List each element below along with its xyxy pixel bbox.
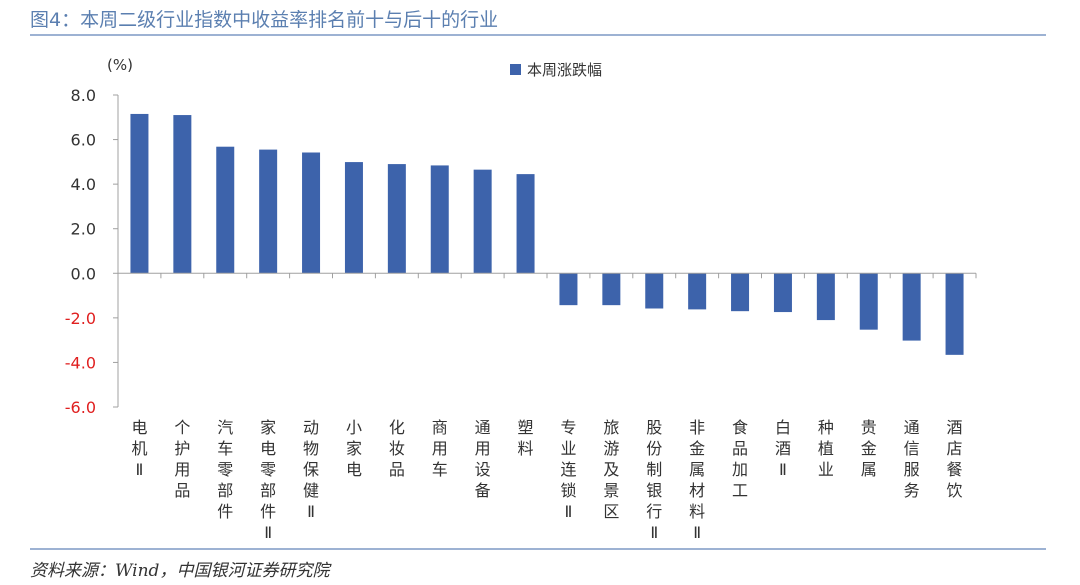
legend: 本周涨跌幅 [510,61,602,79]
legend-label: 本周涨跌幅 [527,61,602,79]
x-category-label: 商用车 [432,418,448,479]
x-category-label: 旅游及景区 [603,418,619,521]
bar [816,273,835,321]
bar [688,273,707,310]
bar [216,146,235,274]
x-category-label: 种植业 [818,418,834,479]
bar [302,152,321,274]
bar [602,273,621,306]
x-category-label: 通信服务 [904,418,920,500]
x-category-label: 小家电 [346,418,362,479]
bar-chart: 本周涨跌幅 (%) 8.0 6.0 4.0 2.0 0.0 -2.0 -4.0 -6.0 电机… [65,56,977,542]
x-category-label: 个护用品 [174,418,190,500]
y-tick-label: 8.0 [71,86,96,105]
bar [130,113,149,274]
x-category-label: 股份制银行 Ⅱ [646,418,662,542]
bar [559,273,578,306]
y-tick-label: 6.0 [71,131,96,150]
title-rule [30,34,1046,36]
x-category-label: 通用设备 [475,418,491,500]
bar-series [130,113,964,355]
y-axis: 8.0 6.0 4.0 2.0 0.0 -2.0 -4.0 -6.0 [65,86,119,417]
y-tick-label: -6.0 [65,398,96,417]
bar [173,115,192,274]
x-category-label: 白酒 Ⅱ [775,418,791,479]
x-category-label: 汽车零部件 [217,418,233,521]
y-tick-label: -2.0 [65,309,96,328]
bar [344,162,363,274]
y-tick-label: 0.0 [71,264,96,283]
bar [859,273,878,330]
y-tick-label: 2.0 [71,220,96,239]
y-tick-label: 4.0 [71,175,96,194]
x-category-label: 酒店餐饮 [947,418,963,500]
x-category-label: 非金属材料 Ⅱ [689,418,705,542]
y-axis-unit-label: (%) [107,56,133,74]
figure-title: 图4：本周二级行业指数中收益率排名前十与后十的行业 [30,9,499,31]
x-category-label: 化妆品 [389,418,405,479]
bar [945,273,964,355]
bar [645,273,664,309]
bar [773,273,792,313]
source-rule [30,548,1046,550]
bar [516,174,535,274]
x-category-label: 贵金属 [861,418,877,479]
bar [731,273,750,312]
legend-swatch [510,64,521,75]
x-category-label: 专业连锁 Ⅱ [560,418,576,521]
bar [259,149,278,274]
x-category-label: 食品加工 [732,418,748,500]
x-category-label: 家电零部件 Ⅱ [260,418,276,542]
x-axis: 电机 Ⅱ 个护用品 汽车零部件 家电零部件 Ⅱ 动物保健 Ⅱ 小家电 化妆品 商用车 通用设备 塑料专业… [117,272,977,542]
figure-source: 资料来源：Wind，中国银河证券研究院 [30,561,330,581]
y-tick-label: -4.0 [65,353,96,372]
bar [473,169,492,274]
x-category-label: 电机 Ⅱ [131,418,147,479]
x-category-label: 塑料 [518,418,534,458]
bar [430,165,449,274]
x-category-label: 动物保健 Ⅱ [303,418,319,521]
bar [387,164,406,274]
bar [902,273,921,341]
